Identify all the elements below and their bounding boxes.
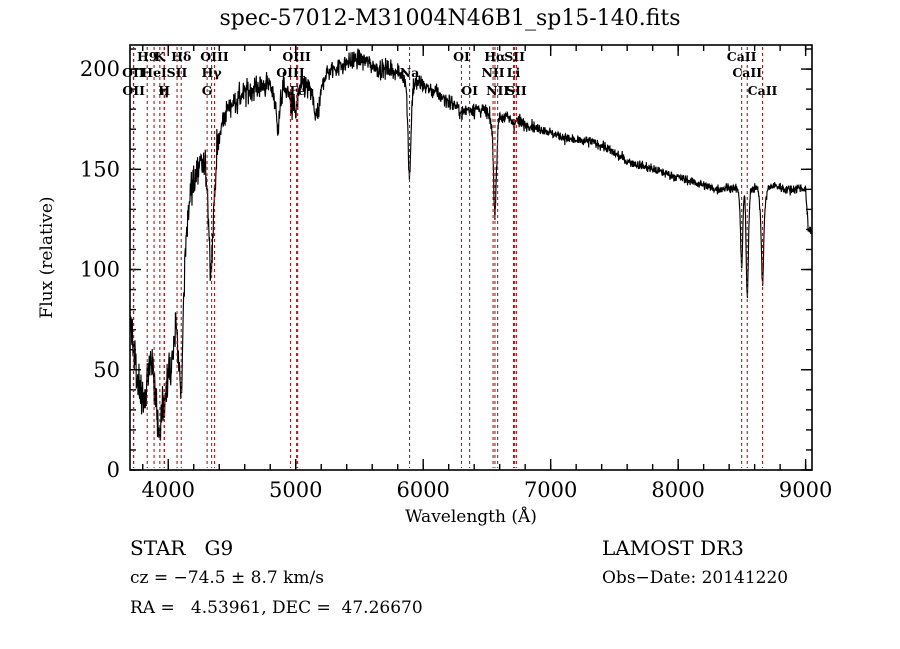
line-label-10: G [202, 83, 213, 98]
plot-frame [129, 44, 813, 471]
footer-right-column: LAMOST DR3 Obs−Date: 20141220 [602, 533, 788, 593]
spectrum-trace [129, 48, 813, 441]
line-label-3: K [154, 49, 166, 64]
survey-name: LAMOST DR3 [602, 536, 744, 560]
x-axis-title: Wavelength (Å) [405, 506, 537, 527]
line-label-6: H [158, 83, 170, 98]
line-label-7: Hδ [171, 49, 191, 64]
observation-date: Obs−Date: 20141220 [602, 568, 789, 588]
line-label-15: Na [400, 65, 420, 80]
line-label-1: OII [122, 65, 145, 80]
line-label-24: CaII [727, 49, 757, 64]
line-label-25: CaII [732, 65, 762, 80]
page-title: spec-57012-M31004N46B1_sp15-140.fits [219, 6, 681, 31]
y-tick-label-2: 100 [80, 258, 120, 282]
axis-ticks [130, 45, 812, 471]
line-label-13: OIII [276, 65, 305, 80]
line-label-0: H9 [137, 49, 158, 64]
line-label-18: Hα [484, 49, 506, 64]
x-tick-label-2: 6000 [396, 478, 449, 502]
line-label-11: OIII [200, 49, 229, 64]
line-label-9: Hγ [202, 65, 223, 80]
y-tick-label-1: 50 [93, 358, 120, 382]
line-label-16: OI [453, 49, 470, 64]
line-label-21: Li [507, 65, 521, 80]
y-axis-title: Flux (relative) [37, 196, 57, 318]
x-tick-label-1: 5000 [269, 478, 322, 502]
line-label-5: η [160, 83, 169, 98]
line-label-19: SII [504, 49, 525, 64]
x-tick-label-0: 4000 [142, 478, 195, 502]
line-label-26: CaII [748, 83, 778, 98]
y-tick-label-0: 0 [107, 458, 120, 482]
object-class: STAR G9 [130, 536, 234, 560]
x-tick-label-4: 8000 [651, 478, 704, 502]
metadata-footer: STAR G9 cz = −74.5 ± 8.7 km/s RA = 4.539… [0, 533, 900, 643]
line-label-17: OI [461, 83, 478, 98]
spectral-line-markers [132, 47, 764, 468]
line-label-20: NII [481, 65, 504, 80]
y-tick-label-3: 150 [80, 157, 120, 181]
line-label-14: Fe [290, 83, 306, 98]
x-tick-label-3: 7000 [524, 478, 577, 502]
line-label-8: SII [167, 65, 188, 80]
line-label-22: NII [486, 83, 509, 98]
footer-left-column: STAR G9 cz = −74.5 ± 8.7 km/s RA = 4.539… [130, 533, 423, 623]
x-tick-label-5: 9000 [779, 478, 832, 502]
redshift-value: cz = −74.5 ± 8.7 km/s [130, 568, 324, 588]
line-label-23: SII [506, 83, 527, 98]
line-label-4: HeI [141, 65, 167, 80]
y-tick-label-4: 200 [80, 57, 120, 81]
line-label-12: OIII [282, 49, 311, 64]
coordinates-value: RA = 4.53961, DEC = 47.26670 [130, 598, 423, 618]
line-label-2: OII [122, 83, 145, 98]
